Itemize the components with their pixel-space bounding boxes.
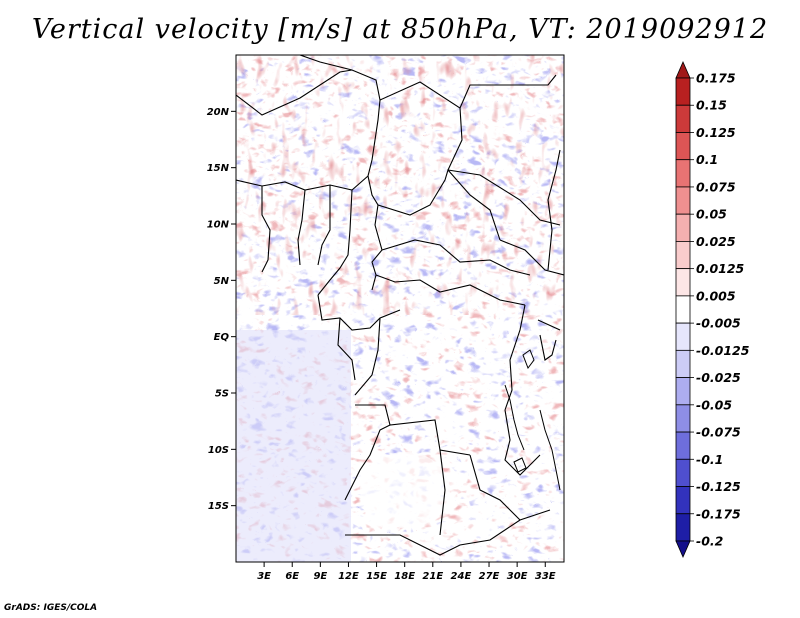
colorbar-swatch — [675, 132, 691, 161]
y-tick-label: 10N — [207, 220, 230, 231]
x-tick-label: 21E — [422, 571, 443, 582]
x-axis: 3E 6E 9E 12E 15E 18E 21E 24E 27E 30E 33E — [257, 562, 556, 582]
colorbar-label: 0.125 — [696, 125, 736, 140]
colorbar-label: 0.1 — [696, 152, 718, 167]
colorbar-swatch — [675, 431, 691, 460]
colorbar-swatch — [675, 486, 691, 515]
x-tick-label: 24E — [451, 571, 472, 582]
colorbar-swatch — [675, 104, 691, 133]
colorbar-label: -0.05 — [696, 397, 732, 412]
x-tick-label: 9E — [313, 571, 327, 582]
y-axis: 20N 15N 10N 5N EQ 5S 10S 15S — [207, 107, 236, 512]
colorbar: 0.175 0.15 0.125 0.1 0.075 0.05 0.025 0.0125 0.0… — [675, 61, 750, 558]
x-tick-label: 27E — [479, 571, 500, 582]
colorbar-swatch — [675, 513, 691, 542]
y-tick-label: 5S — [215, 389, 229, 400]
colorbar-label: -0.075 — [696, 425, 741, 440]
colorbar-swatch — [675, 268, 691, 297]
y-tick-label: 15S — [208, 501, 229, 512]
colorbar-swatch — [675, 458, 691, 487]
chart-title: Vertical velocity [m/s] at 850hPa, VT: 2… — [31, 14, 769, 45]
velocity-field — [236, 55, 564, 562]
colorbar-swatch — [675, 186, 691, 215]
map-frame — [235, 54, 565, 563]
colorbar-min-arrow — [675, 540, 691, 558]
colorbar-swatch — [675, 213, 691, 242]
grads-credit: GrADS: IGES/COLA — [4, 603, 98, 613]
colorbar-label: -0.0125 — [696, 343, 750, 358]
y-tick-label: 5N — [214, 276, 230, 287]
x-tick-label: 6E — [285, 571, 299, 582]
colorbar-swatch — [675, 322, 691, 351]
colorbar-swatch — [675, 349, 691, 378]
colorbar-max-arrow — [675, 61, 691, 79]
colorbar-label: -0.2 — [696, 534, 723, 549]
y-tick-label: 20N — [207, 107, 230, 118]
colorbar-swatch — [675, 377, 691, 406]
colorbar-label: 0.075 — [696, 179, 736, 194]
colorbar-label: -0.125 — [696, 479, 741, 494]
colorbar-label: 0.05 — [696, 207, 727, 222]
colorbar-swatch — [675, 295, 691, 324]
x-tick-label: 12E — [338, 571, 359, 582]
colorbar-label: -0.175 — [696, 506, 741, 521]
x-tick-label: 15E — [366, 571, 387, 582]
x-tick-label: 33E — [535, 571, 556, 582]
colorbar-label: -0.1 — [696, 452, 723, 467]
lake-contours — [504, 349, 561, 491]
colorbar-label: 0.025 — [696, 234, 736, 249]
colorbar-swatch — [675, 404, 691, 433]
colorbar-label: 0.175 — [696, 71, 736, 86]
x-tick-label: 30E — [507, 571, 528, 582]
colorbar-label: 0.0125 — [696, 261, 745, 276]
colorbar-swatch — [675, 241, 691, 270]
x-tick-label: 3E — [257, 571, 271, 582]
country-borders — [236, 55, 564, 556]
y-tick-label: 10S — [208, 445, 229, 456]
y-tick-label: EQ — [214, 332, 230, 343]
y-tick-label: 15N — [207, 163, 230, 174]
colorbar-label: -0.025 — [696, 370, 741, 385]
colorbar-swatch — [675, 159, 691, 188]
colorbar-label: 0.15 — [696, 98, 727, 113]
colorbar-label: 0.005 — [696, 288, 736, 303]
colorbar-swatch — [675, 77, 691, 106]
x-tick-label: 18E — [394, 571, 415, 582]
colorbar-label: -0.005 — [696, 316, 741, 331]
